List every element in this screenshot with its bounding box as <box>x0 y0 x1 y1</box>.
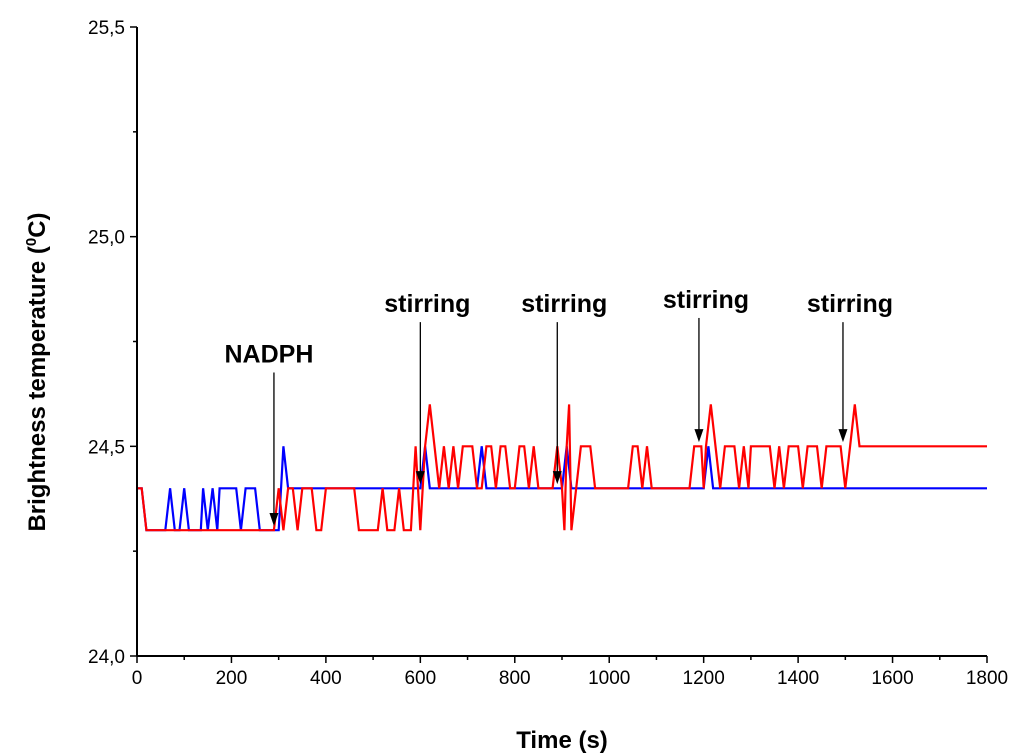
annotation-label: NADPH <box>224 340 313 368</box>
annotation-arrowhead <box>269 513 279 527</box>
annotation-arrowhead <box>838 429 848 443</box>
annotation-arrowhead <box>552 471 562 485</box>
y-axis-title-sup: 0 <box>23 238 40 246</box>
x-tick-label: 0 <box>132 668 143 689</box>
y-tick-label: 25,5 <box>88 18 125 39</box>
x-tick-label: 1200 <box>683 668 725 689</box>
x-axis-title: Time (s) <box>516 727 608 754</box>
annotation-arrowhead <box>694 429 704 443</box>
y-axis-title-main: Brightness temperature ( <box>24 246 51 531</box>
x-tick-label: 1400 <box>777 668 819 689</box>
series-line-1 <box>137 404 987 532</box>
y-axis-title-tail: C) <box>24 212 51 237</box>
x-tick-label: 1600 <box>871 668 913 689</box>
x-tick-label: 1800 <box>966 668 1008 689</box>
x-tick-label: 600 <box>404 668 436 689</box>
annotation-label: stirring <box>663 286 749 314</box>
annotation-arrowhead <box>415 471 425 485</box>
annotation-layer: NADPH stirring stirring stirring stirring <box>224 286 893 527</box>
x-tick-label: 1000 <box>588 668 630 689</box>
x-tick-label: 400 <box>310 668 342 689</box>
series-layer <box>137 404 987 532</box>
y-tick-label: 24,5 <box>88 437 125 458</box>
y-ticks: 24,0 24,5 25,0 25,5 <box>88 18 137 668</box>
x-tick-label: 200 <box>216 668 248 689</box>
y-tick-label: 25,0 <box>88 228 125 249</box>
x-ticks: 0 200 400 600 800 1000 1200 1400 1600 1800 <box>132 656 1008 689</box>
x-tick-label: 800 <box>499 668 531 689</box>
annotation-label: stirring <box>807 290 893 318</box>
y-axis-title: Brightness temperature (0C) <box>23 212 51 531</box>
annotation-label: stirring <box>521 290 607 318</box>
y-tick-label: 24,0 <box>88 647 125 668</box>
annotation-label: stirring <box>384 290 470 318</box>
